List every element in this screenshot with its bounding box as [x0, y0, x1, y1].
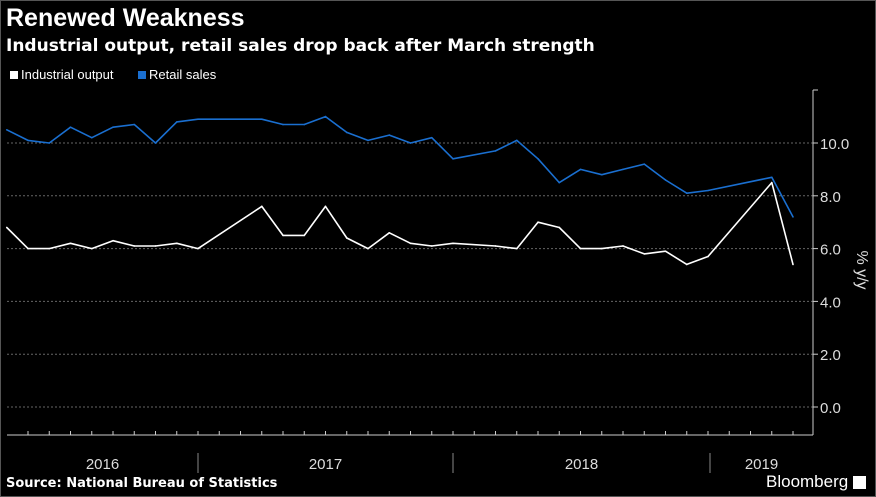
data-point	[388, 231, 391, 234]
data-point	[175, 121, 178, 123]
data-point	[154, 245, 157, 247]
data-point	[537, 158, 539, 160]
data-point	[133, 245, 136, 247]
data-point	[367, 139, 369, 142]
data-point	[69, 126, 72, 128]
data-point	[707, 189, 709, 192]
brand-text: Bloomberg	[766, 472, 849, 491]
source-note: Source: National Bureau of Statistics	[6, 476, 278, 491]
data-point	[175, 242, 178, 245]
chart-title: Renewed Weakness	[6, 4, 245, 32]
y-tick-label: 8.0	[820, 189, 841, 206]
data-point	[707, 255, 709, 258]
data-point	[515, 247, 518, 250]
data-point	[622, 245, 624, 247]
data-point	[388, 134, 391, 136]
y-tick-label: 4.0	[820, 294, 841, 311]
y-tick-label: 2.0	[820, 347, 841, 364]
data-point	[600, 247, 603, 250]
data-point	[558, 181, 561, 184]
data-point	[154, 142, 157, 144]
data-point	[69, 242, 72, 245]
data-point	[792, 216, 794, 218]
data-point	[324, 115, 327, 118]
data-point	[48, 142, 51, 144]
data-point	[282, 234, 284, 237]
data-point	[260, 205, 263, 208]
data-point	[579, 168, 582, 171]
data-point	[770, 181, 773, 184]
data-point	[685, 192, 688, 194]
data-point	[5, 129, 8, 131]
data-point	[112, 239, 114, 242]
x-tick-label: 2016	[86, 456, 119, 473]
x-tick-label: 2017	[309, 456, 342, 473]
legend-swatch-industrial	[10, 70, 18, 79]
legend-label-industrial: Industrial output	[21, 67, 114, 82]
data-point	[324, 205, 327, 208]
y-tick-label: 10.0	[820, 136, 849, 153]
legend-item-industrial: Industrial output	[10, 67, 114, 82]
data-point	[112, 126, 114, 128]
data-point	[282, 123, 284, 126]
series-line-retail-sales	[6, 115, 794, 218]
series-line-industrial-output	[6, 181, 794, 266]
chart-subtitle: Industrial output, retail sales drop bac…	[6, 36, 595, 56]
data-point	[537, 221, 539, 223]
data-point	[90, 136, 93, 139]
bloomberg-chart-icon	[853, 475, 867, 489]
data-point	[494, 245, 497, 247]
data-point	[430, 136, 433, 139]
data-point	[770, 176, 773, 179]
data-point	[90, 247, 93, 250]
data-point	[600, 173, 603, 176]
data-point	[133, 123, 136, 126]
legend-label-retail: Retail sales	[149, 67, 217, 82]
data-point	[430, 245, 433, 247]
data-point	[27, 247, 29, 250]
data-point	[685, 263, 688, 266]
data-point	[664, 250, 667, 253]
data-point	[345, 237, 348, 239]
y-tick-label: 0.0	[820, 400, 841, 417]
data-point	[197, 247, 199, 250]
data-point	[5, 226, 8, 229]
legend-item-retail: Retail sales	[138, 67, 216, 82]
data-point	[48, 247, 51, 250]
y-tick-label: 6.0	[820, 242, 841, 259]
data-point	[409, 142, 412, 144]
data-point	[558, 226, 561, 229]
y-axis-label: % y/y	[853, 250, 870, 289]
data-point	[515, 139, 518, 142]
data-point	[579, 247, 582, 250]
bloomberg-logo: Bloomberg	[766, 472, 867, 492]
data-point	[452, 242, 454, 245]
data-point	[27, 139, 29, 142]
data-point	[452, 158, 454, 160]
data-point	[367, 247, 369, 250]
legend-swatch-retail	[138, 70, 146, 79]
data-point	[622, 168, 624, 171]
data-point	[409, 242, 412, 245]
data-point	[345, 131, 348, 134]
x-tick-label: 2018	[565, 456, 598, 473]
data-point	[303, 234, 306, 237]
data-point	[792, 263, 794, 266]
data-point	[643, 163, 646, 165]
data-point	[197, 118, 199, 121]
data-point	[494, 150, 497, 152]
data-point	[643, 253, 646, 255]
data-point	[260, 118, 263, 121]
data-point	[303, 123, 306, 126]
data-point	[664, 179, 667, 181]
x-tick-label: 2019	[745, 456, 778, 473]
